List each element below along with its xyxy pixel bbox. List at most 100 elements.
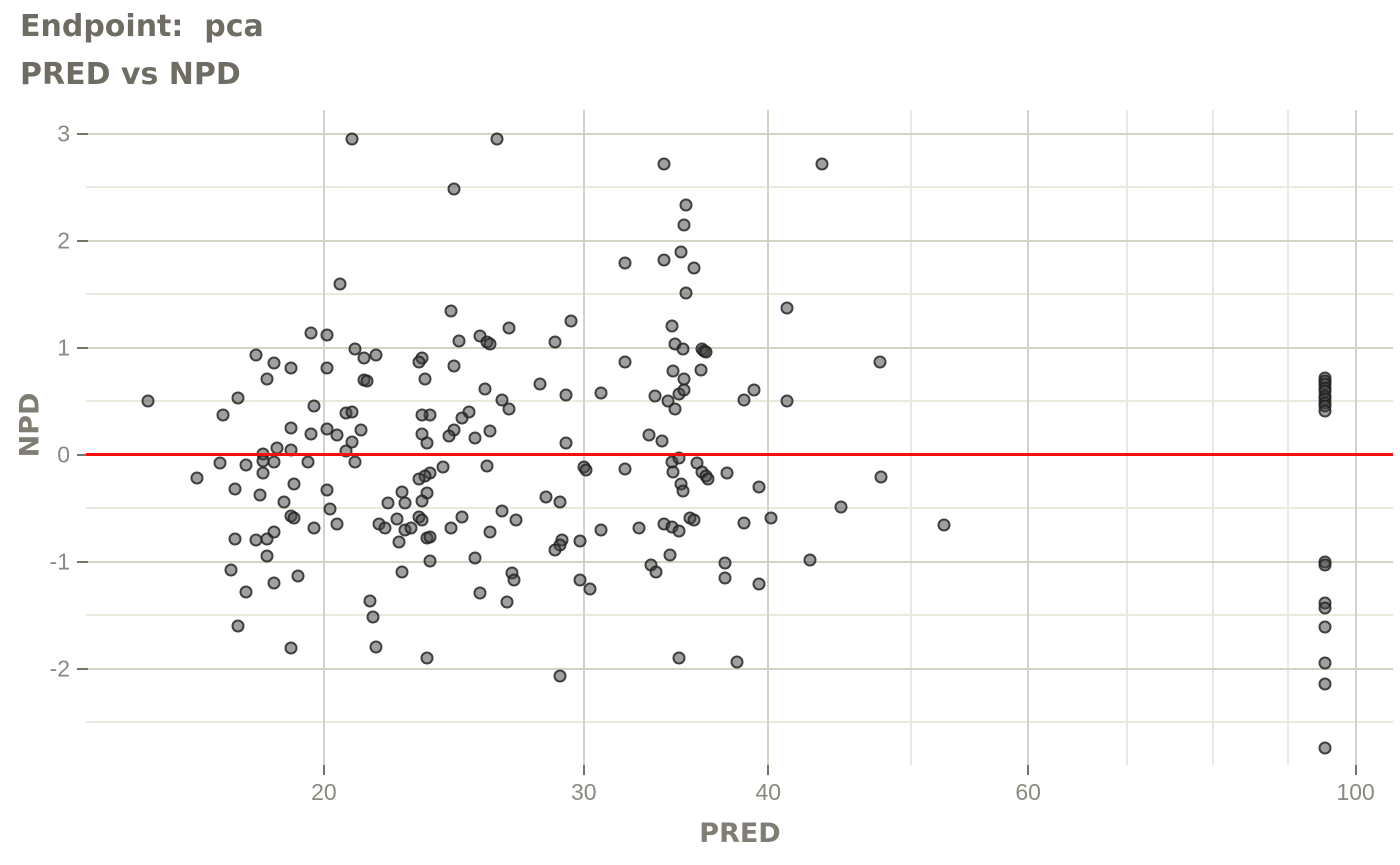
data-point	[666, 465, 680, 479]
data-point	[442, 429, 456, 443]
data-point	[291, 569, 305, 583]
data-point	[239, 585, 253, 599]
data-point	[239, 458, 253, 472]
data-point	[473, 586, 487, 600]
data-point	[564, 314, 578, 328]
data-point	[1318, 558, 1332, 572]
data-point	[649, 565, 663, 579]
data-point	[507, 573, 521, 587]
data-point	[267, 356, 281, 370]
x-tick-label: 20	[311, 779, 337, 805]
data-point	[657, 253, 671, 267]
data-point	[260, 372, 274, 386]
y-tick-label: 1	[57, 334, 70, 361]
x-major-gridline	[582, 110, 585, 765]
x-tick-label: 40	[755, 779, 782, 805]
data-point	[490, 132, 504, 146]
data-point	[330, 428, 344, 442]
data-point	[468, 551, 482, 565]
data-point	[674, 245, 688, 259]
x-tick-label: 100	[1336, 779, 1375, 805]
data-point	[307, 521, 321, 535]
data-point	[348, 342, 362, 356]
y-tick-label: 3	[57, 120, 70, 147]
y-axis-tick	[77, 132, 88, 135]
data-point	[730, 655, 744, 669]
data-point	[1318, 404, 1332, 418]
x-axis-tick	[1354, 765, 1357, 775]
data-point	[1318, 741, 1332, 755]
data-point	[190, 471, 204, 485]
data-point	[369, 348, 383, 362]
data-point	[737, 393, 751, 407]
data-point	[415, 494, 429, 508]
data-point	[553, 495, 567, 509]
data-point	[672, 524, 686, 538]
data-point	[618, 462, 632, 476]
data-point	[483, 337, 497, 351]
data-point	[548, 543, 562, 557]
data-point	[345, 405, 359, 419]
data-point	[632, 521, 646, 535]
y-major-gridline	[86, 239, 1393, 242]
data-point	[455, 411, 469, 425]
x-major-gridline	[1027, 110, 1030, 765]
data-point	[333, 277, 347, 291]
data-point	[420, 651, 434, 665]
data-point	[483, 424, 497, 438]
y-axis-tick	[77, 453, 88, 456]
x-axis-title: PRED	[699, 818, 781, 849]
data-point	[412, 355, 426, 368]
data-point	[287, 511, 301, 525]
data-point	[1318, 601, 1332, 615]
data-point	[573, 573, 587, 587]
data-point	[665, 319, 679, 333]
data-point	[687, 513, 701, 527]
data-point	[228, 532, 242, 546]
data-point	[267, 576, 281, 590]
data-point	[392, 535, 406, 549]
y-minor-gridline	[86, 186, 1393, 189]
x-major-gridline	[322, 110, 325, 765]
data-point	[679, 198, 693, 212]
y-axis-tick	[77, 346, 88, 349]
data-point	[718, 556, 732, 570]
x-tick-label: 60	[1015, 779, 1041, 805]
data-point	[502, 402, 516, 416]
x-axis-tick	[767, 765, 770, 775]
x-major-gridline	[1354, 110, 1357, 765]
x-major-gridline	[767, 110, 770, 765]
chart-title: Endpoint: pca	[20, 9, 264, 44]
data-point	[720, 466, 734, 480]
data-point	[699, 345, 713, 359]
data-point	[345, 132, 359, 146]
y-axis-tick	[77, 560, 88, 563]
data-point	[539, 490, 553, 504]
data-point	[594, 523, 608, 537]
data-point	[583, 582, 597, 596]
data-point	[452, 334, 466, 348]
data-point	[304, 427, 318, 441]
data-point	[873, 355, 887, 368]
data-point	[284, 641, 298, 655]
y-axis-tick	[77, 667, 88, 670]
y-minor-gridline	[86, 507, 1393, 510]
data-point	[141, 394, 155, 408]
y-major-gridline	[86, 346, 1393, 349]
data-point	[677, 218, 691, 232]
y-tick-label: -1	[49, 548, 70, 575]
data-point	[668, 402, 682, 416]
data-point	[390, 512, 404, 526]
data-point	[548, 335, 562, 349]
data-point	[420, 436, 434, 450]
data-point	[444, 304, 458, 318]
x-tick-label: 30	[571, 779, 597, 805]
data-point	[455, 510, 469, 524]
data-point	[447, 182, 461, 196]
data-point	[231, 619, 245, 633]
data-point	[495, 504, 509, 518]
y-tick-label: 2	[57, 227, 70, 254]
data-point	[369, 640, 383, 654]
data-point	[718, 571, 732, 585]
